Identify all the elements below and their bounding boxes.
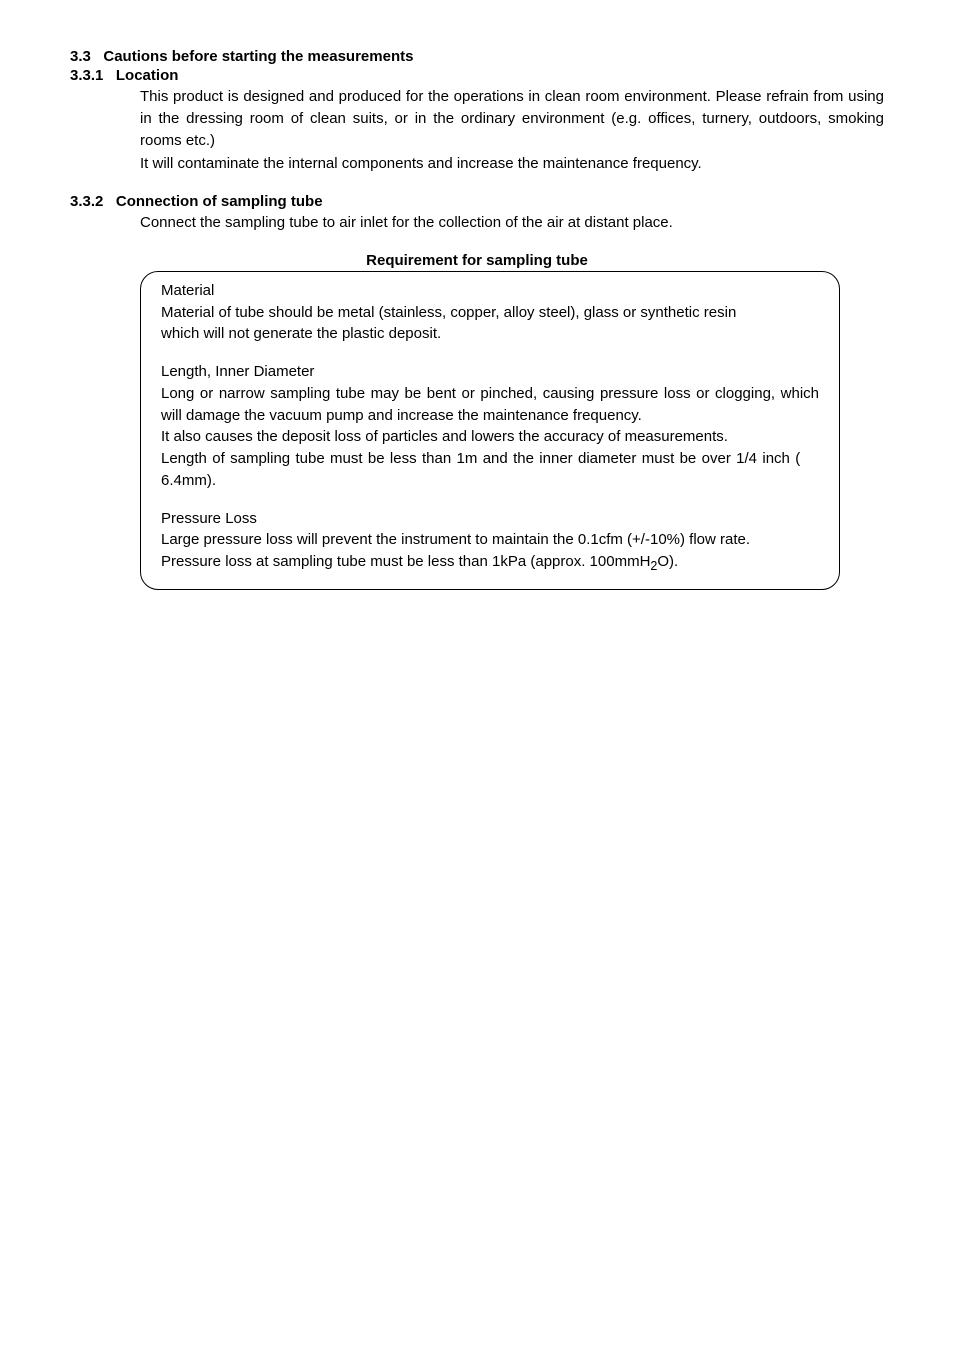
req-length-label: Length, Inner Diameter — [161, 361, 819, 383]
requirement-title: Requirement for sampling tube — [70, 252, 884, 269]
heading-3-3-2-title: Connection of sampling tube — [116, 193, 323, 210]
req-length-line1: Long or narrow sampling tube may be bent… — [161, 383, 819, 427]
section-3-3-1-para1: This product is designed and produced fo… — [140, 86, 884, 151]
req-pressure-line2-pre: Pressure loss at sampling tube must be l… — [161, 553, 650, 570]
heading-3-3-1: 3.3.1 Location — [70, 67, 884, 84]
heading-3-3-1-title: Location — [116, 67, 179, 84]
heading-3-3-1-number: 3.3.1 — [70, 67, 103, 84]
req-pressure-line2-post: O). — [657, 553, 678, 570]
heading-3-3-2: 3.3.2 Connection of sampling tube — [70, 193, 884, 210]
section-3-3-2: 3.3.2 Connection of sampling tube Connec… — [70, 193, 884, 234]
req-pressure-line2: Pressure loss at sampling tube must be l… — [161, 551, 819, 575]
section-3-3-1-para2: It will contaminate the internal compone… — [140, 153, 884, 175]
req-length-line3: Length of sampling tube must be less tha… — [161, 448, 819, 492]
spacer — [161, 492, 819, 508]
req-length-line2: It also causes the deposit loss of parti… — [161, 426, 819, 448]
heading-3-3-title: Cautions before starting the measurement… — [103, 48, 413, 65]
req-pressure-label: Pressure Loss — [161, 508, 819, 530]
req-material-line1: Material of tube should be metal (stainl… — [161, 302, 819, 324]
req-material-label: Material — [161, 280, 819, 302]
req-material-line2: which will not generate the plastic depo… — [161, 323, 819, 345]
heading-3-3-2-number: 3.3.2 — [70, 193, 103, 210]
requirement-box: Material Material of tube should be meta… — [140, 271, 840, 590]
heading-3-3-number: 3.3 — [70, 48, 91, 65]
req-pressure-line1: Large pressure loss will prevent the ins… — [161, 529, 819, 551]
page-container: 3.3 Cautions before starting the measure… — [0, 0, 954, 590]
heading-3-3: 3.3 Cautions before starting the measure… — [70, 48, 884, 65]
section-3-3-2-para1: Connect the sampling tube to air inlet f… — [140, 212, 884, 234]
spacer — [161, 345, 819, 361]
